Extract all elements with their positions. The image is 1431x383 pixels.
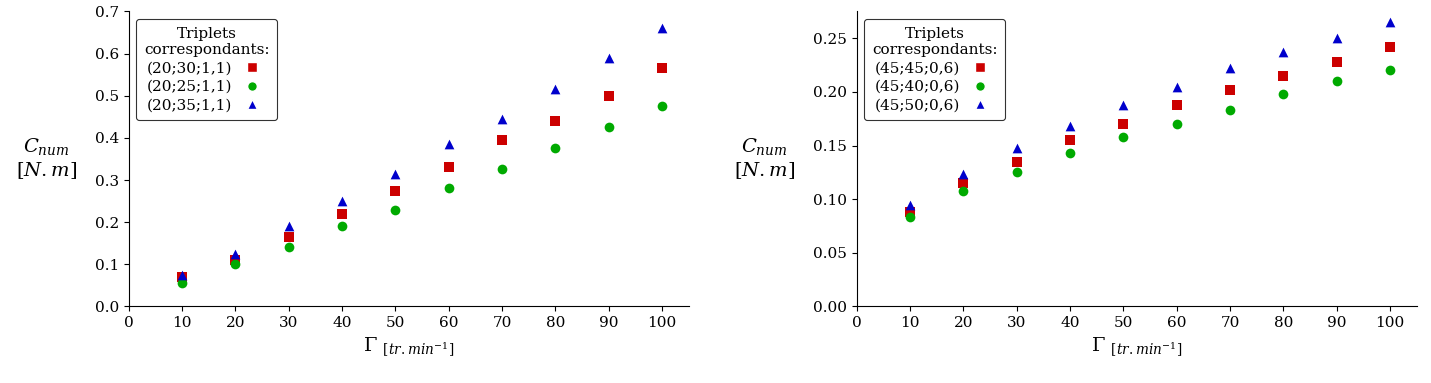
Point (1325, 78, 1348, 84)
Point (952, 188, 975, 194)
Point (491, 137, 514, 143)
Point (651, 65, 674, 71)
Point (278, 244, 301, 250)
Point (225, 251, 248, 257)
Legend: (45;45;0,6), (45;40;0,6), (45;50;0,6): (45;45;0,6), (45;40;0,6), (45;50;0,6) (864, 19, 1005, 120)
Point (1165, 83, 1188, 90)
Point (170, 272, 193, 278)
Point (1378, 67, 1401, 74)
Point (1059, 150, 1082, 156)
Point (225, 261, 248, 267)
Point (1059, 123, 1082, 129)
Point (597, 93, 620, 99)
Point (438, 185, 461, 192)
Point (331, 198, 353, 204)
Point (952, 172, 975, 178)
Point (331, 223, 353, 229)
Point (491, 116, 514, 122)
Point (1112, 121, 1135, 127)
Point (1165, 121, 1188, 127)
X-axis label: $\Gamma$ $_{[tr.min^{-1}]}$: $\Gamma$ $_{[tr.min^{-1}]}$ (1090, 336, 1182, 358)
Point (1378, 44, 1401, 50)
Point (1378, 19, 1401, 25)
Point (278, 223, 301, 229)
Y-axis label: $C_{num}$
$[N.m]$: $C_{num}$ $[N.m]$ (16, 136, 77, 182)
Point (1272, 49, 1295, 55)
Point (651, 103, 674, 110)
Point (1272, 91, 1295, 97)
Point (899, 214, 922, 221)
Point (1112, 134, 1135, 140)
Point (1005, 145, 1027, 151)
Point (1272, 73, 1295, 79)
Y-axis label: $C_{num}$
$[N.m]$: $C_{num}$ $[N.m]$ (734, 136, 796, 182)
Point (1219, 107, 1242, 113)
Point (597, 124, 620, 130)
Point (597, 55, 620, 61)
Point (899, 209, 922, 215)
Point (1165, 102, 1188, 108)
Point (170, 280, 193, 286)
X-axis label: $\Gamma$ $_{[tr.min^{-1}]}$: $\Gamma$ $_{[tr.min^{-1}]}$ (363, 336, 455, 358)
Point (1219, 65, 1242, 71)
Point (491, 166, 514, 172)
Point (1005, 159, 1027, 165)
Point (384, 170, 406, 177)
Point (544, 118, 567, 124)
Point (952, 180, 975, 186)
Point (651, 25, 674, 31)
Point (384, 206, 406, 213)
Point (1005, 169, 1027, 175)
Point (438, 141, 461, 147)
Point (544, 86, 567, 92)
Point (1219, 87, 1242, 93)
Legend: (20;30;1,1), (20;25;1,1), (20;35;1,1): (20;30;1,1), (20;25;1,1), (20;35;1,1) (136, 19, 278, 120)
Point (331, 211, 353, 217)
Point (544, 146, 567, 152)
Point (438, 164, 461, 170)
Point (170, 274, 193, 280)
Point (225, 257, 248, 263)
Point (1325, 59, 1348, 65)
Point (1112, 102, 1135, 108)
Point (899, 201, 922, 208)
Point (278, 234, 301, 240)
Point (384, 187, 406, 193)
Point (1059, 137, 1082, 143)
Point (1325, 35, 1348, 41)
